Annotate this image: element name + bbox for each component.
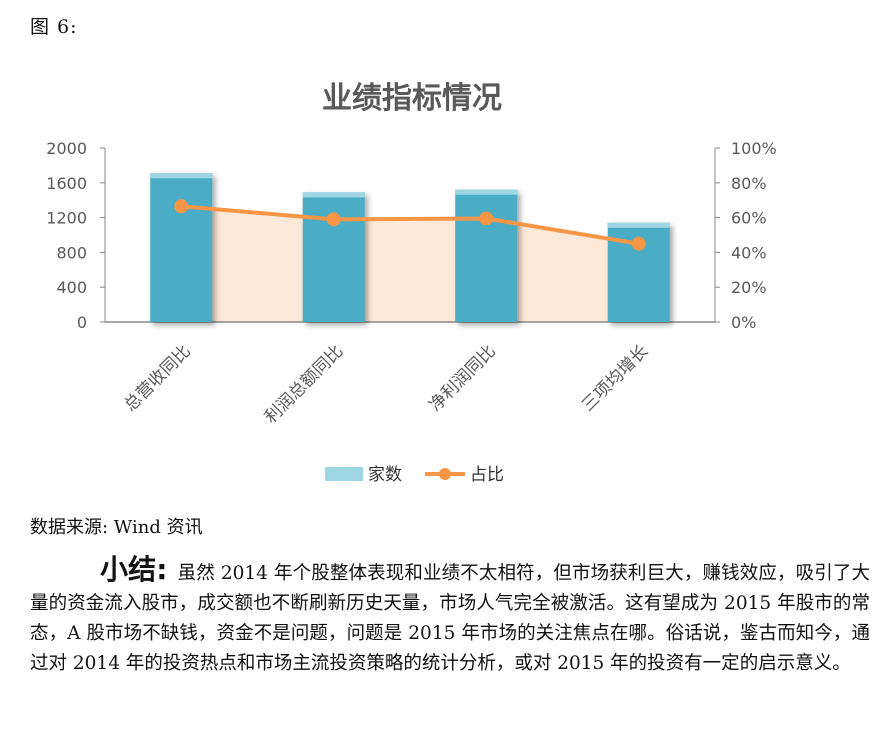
y-right-tick-label: 60% [731, 209, 767, 228]
legend-line-marker [439, 468, 451, 480]
summary-text: 虽然 2014 年个股整体表现和业绩不太相符，但市场获利巨大，赚钱效应，吸引了大… [30, 563, 870, 674]
legend-bar-label: 家数 [368, 465, 402, 485]
y-left-tick-label: 2000 [46, 139, 87, 158]
figure-label: 图 6: [30, 16, 78, 38]
ratio-point [326, 212, 341, 227]
legend: 家数 占比 [325, 465, 504, 485]
plot-area: 0 400 800 1200 1600 2000 0% 20% 40% 60% 80% 100% 总营收… [46, 139, 776, 428]
category-label: 净利润同比 [426, 341, 500, 415]
y-left-tick-label: 1200 [46, 209, 87, 228]
y-left-tick-label: 1600 [46, 174, 87, 193]
category-label: 总营收同比 [121, 341, 195, 415]
bar-top-highlight [302, 192, 365, 198]
y-right-tick-label: 0% [731, 313, 756, 332]
y-left-tick-label: 0 [77, 313, 87, 332]
summary-paragraph: 小结: 虽然 2014 年个股整体表现和业绩不太相符，但市场获利巨大，赚钱效应，吸… [30, 555, 870, 679]
bar-top-highlight [455, 189, 518, 195]
area-fill [181, 206, 639, 322]
chart-title: 业绩指标情况 [322, 81, 502, 116]
y-right-tick-label: 80% [731, 174, 767, 193]
y-right-tick-label: 100% [731, 139, 777, 158]
y-left-tick-label: 800 [56, 243, 87, 262]
ratio-point [631, 236, 646, 251]
bar-top-highlight [607, 222, 670, 228]
bar-top-highlight [150, 173, 213, 179]
bar [302, 192, 365, 322]
chart-svg: 业绩指标情况 0 400 800 1200 1600 2000 0% 20% 40% 60% 80%… [46, 81, 776, 485]
category-label: 利润总额同比 [261, 341, 347, 427]
legend-bar-swatch [325, 467, 363, 481]
category-label: 三项均增长 [578, 341, 652, 415]
chart-container: 业绩指标情况 0 400 800 1200 1600 2000 0% 20% 40% 60% 80%… [46, 81, 776, 485]
legend-line-label: 占比 [470, 465, 504, 485]
source-note: 数据来源: Wind 资讯 [30, 517, 203, 538]
ratio-line [181, 204, 640, 246]
y-left-tick-label: 400 [56, 278, 87, 297]
ratio-point [479, 211, 494, 226]
bar [150, 173, 213, 322]
summary-lead: 小结: [100, 553, 168, 586]
y-right-tick-label: 20% [731, 278, 767, 297]
bar [455, 189, 518, 322]
y-right-tick-label: 40% [731, 243, 767, 262]
ratio-point [174, 199, 189, 214]
